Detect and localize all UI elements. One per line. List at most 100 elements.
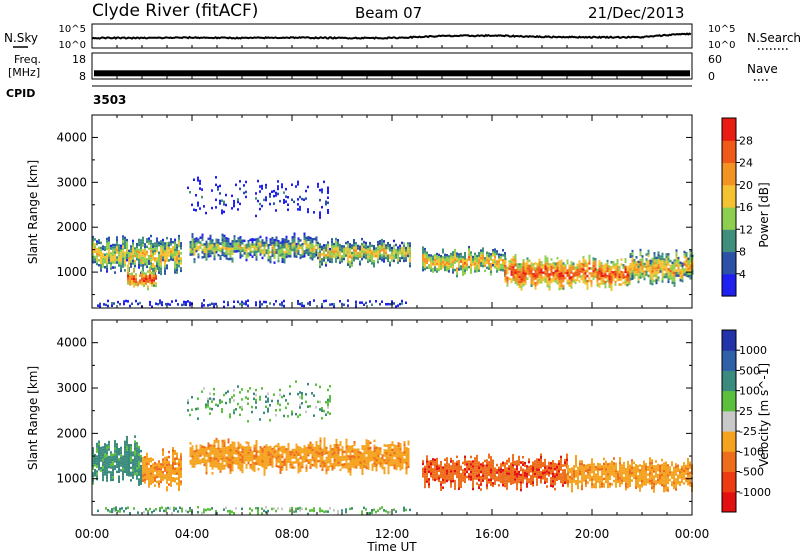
power-region: [92, 234, 182, 276]
power-cell: [162, 256, 164, 259]
power-cell: [116, 251, 118, 254]
velocity-cell: [205, 464, 208, 467]
power-cell: [112, 261, 114, 264]
velocity-cell: [118, 465, 120, 468]
power-cell: [472, 260, 474, 264]
power-cell: [269, 243, 272, 246]
velocity-cell: [315, 463, 318, 467]
velocity-cell: [223, 454, 226, 458]
power-cell: [470, 253, 472, 257]
velocity-cell: [303, 447, 306, 451]
velocity-cell: [134, 447, 136, 451]
velocity-cell: [193, 465, 196, 468]
power-cell: [626, 283, 629, 287]
power-cell: [403, 244, 405, 248]
power-cell: [560, 264, 563, 268]
power-cell: [669, 269, 672, 273]
velocity-cell: [251, 468, 254, 471]
power-cell: [369, 246, 371, 250]
velocity-cell: [464, 473, 466, 476]
power-cell: [675, 259, 678, 262]
velocity-cell: [428, 485, 430, 489]
power-cell: [667, 273, 670, 276]
power-cell: [584, 279, 587, 283]
power-cell: [584, 269, 587, 273]
power-cell: [164, 267, 166, 270]
velocity-cell: [178, 463, 180, 466]
power-cell: [391, 254, 393, 257]
velocity-cell: [319, 459, 322, 463]
velocity-cell: [225, 464, 228, 467]
power-cell: [486, 266, 488, 270]
power-cell: [458, 263, 460, 266]
power-cell: [225, 203, 227, 207]
power-cell: [673, 279, 676, 282]
power-cell: [548, 273, 551, 276]
velocity-cell: [395, 457, 398, 461]
power-cell: [653, 257, 656, 260]
power-cell: [440, 267, 442, 270]
power-cell: [391, 249, 393, 252]
power-cell: [426, 254, 428, 257]
velocity-cell: [480, 488, 482, 491]
velocity-cell: [387, 446, 390, 450]
power-cell: [514, 274, 517, 277]
velocity-cell: [313, 394, 315, 397]
velocity-cell: [211, 397, 213, 401]
velocity-cell: [353, 441, 356, 444]
velocity-cell: [391, 463, 394, 467]
velocity-cell: [193, 455, 196, 458]
power-cell: [255, 238, 258, 241]
power-cell: [530, 277, 533, 280]
velocity-cell: [295, 448, 298, 452]
power-cell: [151, 305, 153, 308]
power-cell: [94, 243, 96, 246]
velocity-cell: [124, 470, 126, 474]
velocity-cell: [187, 399, 189, 402]
power-cell: [379, 242, 381, 245]
velocity-cell: [168, 450, 170, 454]
power-cell: [124, 244, 126, 247]
power-cell: [570, 278, 573, 282]
power-cell: [187, 300, 189, 303]
power-cell: [161, 303, 163, 307]
velocity-cell: [353, 453, 356, 456]
velocity-cell: [156, 463, 158, 466]
velocity-cell: [138, 453, 140, 456]
power-cell: [164, 252, 166, 255]
date-title: 21/Dec/2013: [588, 4, 684, 22]
power-cell: [337, 244, 339, 247]
velocity-cell: [251, 455, 254, 459]
velocity-cell: [193, 462, 196, 466]
power-cell: [560, 287, 563, 290]
power-cell: [291, 246, 294, 249]
power-cell: [671, 266, 674, 270]
power-cell: [209, 249, 212, 253]
velocity-cell: [295, 451, 298, 454]
power-cell: [195, 194, 197, 197]
velocity-cell: [215, 403, 217, 406]
velocity-cell: [193, 460, 196, 463]
velocity-cell: [180, 452, 182, 456]
velocity-cell: [217, 449, 220, 453]
power-cell: [150, 239, 152, 243]
power-cell: [576, 268, 579, 272]
power-cell: [397, 248, 399, 252]
velocity-cell: [225, 451, 228, 455]
power-cell: [422, 261, 424, 264]
power-cell: [199, 243, 202, 247]
power-cell: [639, 248, 642, 252]
power-cell: [110, 254, 112, 258]
power-cell: [536, 273, 539, 276]
power-cell: [174, 241, 176, 244]
power-cell: [486, 256, 488, 260]
velocity-cell: [353, 448, 356, 451]
power-cell: [249, 243, 252, 247]
power-cell: [401, 241, 403, 245]
velocity-cell: [118, 458, 120, 461]
power-cell: [661, 257, 664, 261]
velocity-cell: [201, 445, 204, 448]
velocity-cell: [98, 455, 100, 458]
power-cell: [152, 255, 154, 258]
power-cell: [213, 255, 216, 258]
